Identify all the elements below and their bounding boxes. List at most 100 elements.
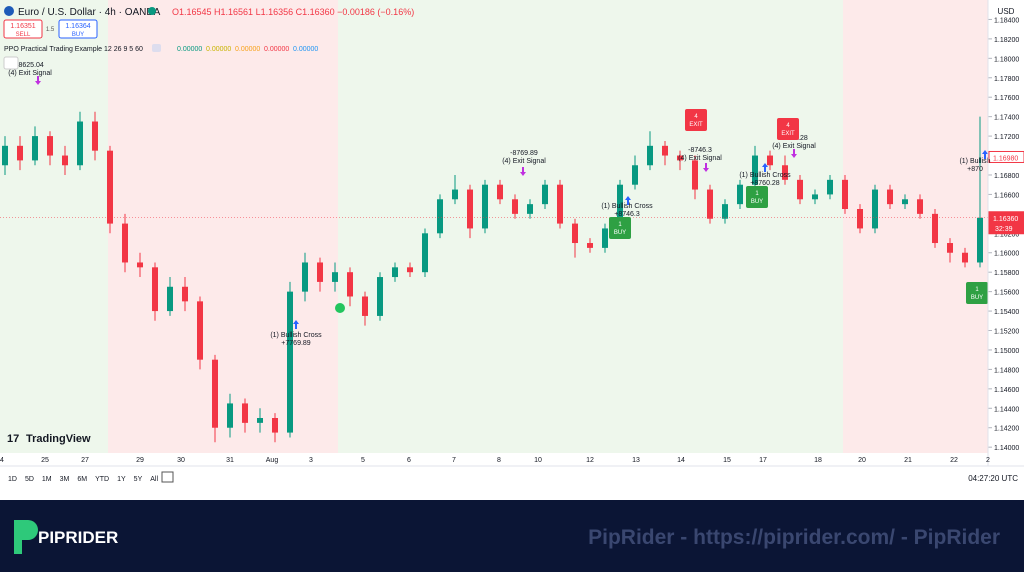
candle-body [317,262,323,282]
candle-body [452,189,458,200]
y-tick-label: 1.14600 [994,387,1019,394]
clock: 04:27:20 UTC [968,474,1018,483]
ohlc: O1.16545 H1.16561 L1.16356 C1.16360 −0.0… [172,7,414,17]
candle-body [557,184,563,224]
badge [966,282,988,304]
x-tick-label: 22 [950,457,958,464]
range-button[interactable]: 5Y [134,476,143,483]
candle-body [887,189,893,205]
badge-num: 1 [618,222,622,228]
candle-body [647,145,653,166]
range-button[interactable]: YTD [95,476,109,483]
signal-text: (4) Exit Signal [8,70,52,77]
y-tick-label: 1.15800 [994,270,1019,277]
badge-num: 4 [786,123,790,129]
range-button[interactable]: All [150,476,158,483]
buy-label: BUY [72,32,84,38]
candle-body [497,184,503,200]
marker-dot [335,303,345,313]
candle-body [197,301,203,360]
x-tick-label: 10 [534,457,542,464]
range-button[interactable]: 1D [8,476,17,483]
y-tick-label: 1.18000 [994,56,1019,63]
signal-text: (1) Bullish Cross [270,332,322,339]
zone-red [843,0,988,453]
y-tick-label: 1.15200 [994,329,1019,336]
y-tick-label: 1.17600 [994,95,1019,102]
buy-price: 1.16364 [65,23,90,30]
badge-num: 1 [975,287,979,293]
candle-body [812,194,818,200]
arrow-up [762,163,768,172]
range-button[interactable]: 3M [60,476,70,483]
candle-body [902,199,908,205]
watermark: PipRider - https://piprider.com/ - PipRi… [588,526,1000,549]
candle-body [212,359,218,428]
indicator-value: 0.00000 [235,46,260,53]
signal-text: -8769.89 [510,150,538,157]
zone-green [338,0,843,453]
candle-body [632,165,638,185]
currency: USD [998,7,1015,16]
candle-body [617,184,623,229]
candle-body [527,204,533,214]
candle-body [17,145,23,161]
x-tick-label: 14 [677,457,685,464]
candle-body [122,223,128,263]
arrow-down [35,76,41,85]
range-button[interactable]: 1M [42,476,52,483]
y-tick-label: 1.16600 [994,192,1019,199]
badge [777,118,799,140]
y-tick-label: 1.18200 [994,37,1019,44]
x-tick-label: 15 [723,457,731,464]
x-tick-label: 2 [986,457,990,464]
x-tick-label: 8 [497,457,501,464]
candle-body [362,296,368,316]
collapse-button[interactable] [3,56,19,70]
candle-body [917,199,923,214]
signal-text: (1) Bullish Cross [739,172,791,179]
range-button[interactable]: 1Y [117,476,126,483]
candle-body [407,267,413,273]
y-tick-label: 1.17800 [994,76,1019,83]
candle-body [422,233,428,273]
range-button[interactable]: 6M [77,476,87,483]
x-tick-label: 4 [0,457,4,464]
x-tick-label: 31 [226,457,234,464]
candle-body [752,155,758,185]
x-tick-label: 17 [759,457,767,464]
candle-body [797,179,803,200]
candle-body [977,217,983,263]
badge [609,217,631,239]
candle-body [302,262,308,292]
badge [746,186,768,208]
signal-text: (1) Bullish Cross [601,203,653,210]
arrow-down [791,149,797,158]
arrow-up [293,320,299,329]
indicator-value: 0.00000 [177,46,202,53]
candle-body [707,189,713,219]
calendar-icon[interactable] [161,471,174,483]
symbol: Euro / U.S. Dollar · 4h · OANDA [18,7,161,18]
badge-label: EXIT [781,131,795,137]
price-mark [988,211,1024,235]
y-tick-label: 1.15600 [994,290,1019,297]
candle-body [92,121,98,151]
arrow-down [520,167,526,176]
range-button[interactable]: 5D [25,476,34,483]
signal-text: (4) Exit Signal [772,143,816,150]
candle-body [767,155,773,166]
badge-num: 1 [755,191,759,197]
zone-green [0,0,108,453]
buy-button[interactable] [58,19,98,39]
signal-text: -8746.3 [688,147,712,154]
y-tick-label: 1.15000 [994,348,1019,355]
sell-button[interactable] [3,19,43,39]
candle-body [437,199,443,234]
x-tick-label: 20 [858,457,866,464]
zone-red [108,0,338,453]
spread: 1.5 [46,27,55,33]
price-label: 1.16980 [993,155,1018,162]
candle-body [377,277,383,316]
footer [0,500,1024,572]
